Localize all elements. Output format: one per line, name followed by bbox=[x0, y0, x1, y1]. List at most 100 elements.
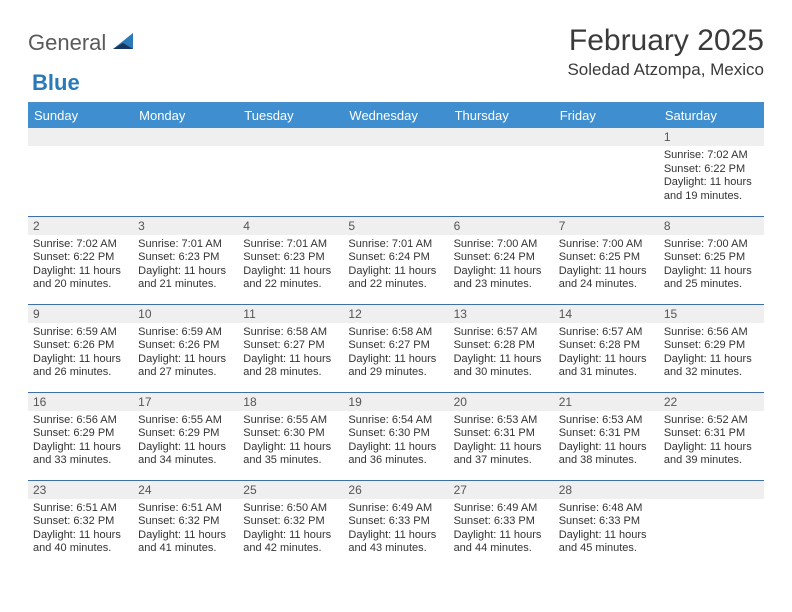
day-number: 17 bbox=[133, 393, 238, 411]
day-number: 15 bbox=[659, 305, 764, 323]
day-number: 14 bbox=[554, 305, 659, 323]
day-data: Sunrise: 6:59 AMSunset: 6:26 PMDaylight:… bbox=[28, 323, 133, 384]
weekday-header: Saturday bbox=[659, 104, 764, 128]
calendar-cell bbox=[659, 480, 764, 568]
brand-word-1: General bbox=[28, 30, 106, 56]
weekday-header: Wednesday bbox=[343, 104, 448, 128]
day-number bbox=[133, 128, 238, 146]
day-number: 18 bbox=[238, 393, 343, 411]
day-number: 23 bbox=[28, 481, 133, 499]
day-number: 1 bbox=[659, 128, 764, 146]
brand-sail-icon bbox=[111, 31, 137, 56]
day-number: 27 bbox=[449, 481, 554, 499]
calendar-cell bbox=[238, 128, 343, 216]
day-number: 22 bbox=[659, 393, 764, 411]
day-data: Sunrise: 6:59 AMSunset: 6:26 PMDaylight:… bbox=[133, 323, 238, 384]
weekday-header: Sunday bbox=[28, 104, 133, 128]
day-number: 2 bbox=[28, 217, 133, 235]
day-data: Sunrise: 6:58 AMSunset: 6:27 PMDaylight:… bbox=[343, 323, 448, 384]
calendar-cell: 28Sunrise: 6:48 AMSunset: 6:33 PMDayligh… bbox=[554, 480, 659, 568]
day-number: 13 bbox=[449, 305, 554, 323]
calendar-cell: 23Sunrise: 6:51 AMSunset: 6:32 PMDayligh… bbox=[28, 480, 133, 568]
day-number: 8 bbox=[659, 217, 764, 235]
day-number: 3 bbox=[133, 217, 238, 235]
calendar-cell: 27Sunrise: 6:49 AMSunset: 6:33 PMDayligh… bbox=[449, 480, 554, 568]
day-number bbox=[238, 128, 343, 146]
calendar-cell: 2Sunrise: 7:02 AMSunset: 6:22 PMDaylight… bbox=[28, 216, 133, 304]
day-number: 24 bbox=[133, 481, 238, 499]
calendar-cell: 19Sunrise: 6:54 AMSunset: 6:30 PMDayligh… bbox=[343, 392, 448, 480]
calendar-cell: 3Sunrise: 7:01 AMSunset: 6:23 PMDaylight… bbox=[133, 216, 238, 304]
day-number: 12 bbox=[343, 305, 448, 323]
calendar-cell bbox=[343, 128, 448, 216]
weekday-header: Tuesday bbox=[238, 104, 343, 128]
calendar-cell bbox=[28, 128, 133, 216]
calendar-head: SundayMondayTuesdayWednesdayThursdayFrid… bbox=[28, 104, 764, 128]
day-data: Sunrise: 6:56 AMSunset: 6:29 PMDaylight:… bbox=[28, 411, 133, 472]
calendar-cell: 24Sunrise: 6:51 AMSunset: 6:32 PMDayligh… bbox=[133, 480, 238, 568]
location: Soledad Atzompa, Mexico bbox=[567, 60, 764, 80]
day-number bbox=[343, 128, 448, 146]
day-number bbox=[449, 128, 554, 146]
day-data: Sunrise: 6:49 AMSunset: 6:33 PMDaylight:… bbox=[343, 499, 448, 560]
calendar-table: SundayMondayTuesdayWednesdayThursdayFrid… bbox=[28, 104, 764, 568]
day-data: Sunrise: 6:55 AMSunset: 6:29 PMDaylight:… bbox=[133, 411, 238, 472]
calendar-row: 9Sunrise: 6:59 AMSunset: 6:26 PMDaylight… bbox=[28, 304, 764, 392]
calendar-body: 1Sunrise: 7:02 AMSunset: 6:22 PMDaylight… bbox=[28, 128, 764, 568]
day-data: Sunrise: 6:57 AMSunset: 6:28 PMDaylight:… bbox=[554, 323, 659, 384]
calendar-cell: 22Sunrise: 6:52 AMSunset: 6:31 PMDayligh… bbox=[659, 392, 764, 480]
day-number bbox=[659, 481, 764, 499]
calendar-cell: 12Sunrise: 6:58 AMSunset: 6:27 PMDayligh… bbox=[343, 304, 448, 392]
day-data: Sunrise: 6:54 AMSunset: 6:30 PMDaylight:… bbox=[343, 411, 448, 472]
brand-word-2: Blue bbox=[32, 70, 80, 96]
day-number: 25 bbox=[238, 481, 343, 499]
day-number: 20 bbox=[449, 393, 554, 411]
calendar-cell: 4Sunrise: 7:01 AMSunset: 6:23 PMDaylight… bbox=[238, 216, 343, 304]
brand-logo: General bbox=[28, 24, 139, 56]
day-data: Sunrise: 7:02 AMSunset: 6:22 PMDaylight:… bbox=[659, 146, 764, 207]
calendar-row: 2Sunrise: 7:02 AMSunset: 6:22 PMDaylight… bbox=[28, 216, 764, 304]
day-number: 16 bbox=[28, 393, 133, 411]
day-data: Sunrise: 6:50 AMSunset: 6:32 PMDaylight:… bbox=[238, 499, 343, 560]
day-data: Sunrise: 7:02 AMSunset: 6:22 PMDaylight:… bbox=[28, 235, 133, 296]
calendar-cell: 14Sunrise: 6:57 AMSunset: 6:28 PMDayligh… bbox=[554, 304, 659, 392]
day-data: Sunrise: 6:58 AMSunset: 6:27 PMDaylight:… bbox=[238, 323, 343, 384]
day-data: Sunrise: 7:00 AMSunset: 6:25 PMDaylight:… bbox=[659, 235, 764, 296]
calendar-cell bbox=[554, 128, 659, 216]
day-number: 7 bbox=[554, 217, 659, 235]
calendar-cell: 15Sunrise: 6:56 AMSunset: 6:29 PMDayligh… bbox=[659, 304, 764, 392]
day-number: 5 bbox=[343, 217, 448, 235]
day-number: 26 bbox=[343, 481, 448, 499]
day-data: Sunrise: 6:49 AMSunset: 6:33 PMDaylight:… bbox=[449, 499, 554, 560]
calendar-cell: 17Sunrise: 6:55 AMSunset: 6:29 PMDayligh… bbox=[133, 392, 238, 480]
calendar-cell: 26Sunrise: 6:49 AMSunset: 6:33 PMDayligh… bbox=[343, 480, 448, 568]
day-data: Sunrise: 6:52 AMSunset: 6:31 PMDaylight:… bbox=[659, 411, 764, 472]
day-data: Sunrise: 6:56 AMSunset: 6:29 PMDaylight:… bbox=[659, 323, 764, 384]
day-data: Sunrise: 6:53 AMSunset: 6:31 PMDaylight:… bbox=[554, 411, 659, 472]
day-number: 19 bbox=[343, 393, 448, 411]
day-data: Sunrise: 7:00 AMSunset: 6:24 PMDaylight:… bbox=[449, 235, 554, 296]
day-data: Sunrise: 6:48 AMSunset: 6:33 PMDaylight:… bbox=[554, 499, 659, 560]
title-block: February 2025 Soledad Atzompa, Mexico bbox=[567, 24, 764, 80]
calendar-cell: 1Sunrise: 7:02 AMSunset: 6:22 PMDaylight… bbox=[659, 128, 764, 216]
weekday-row: SundayMondayTuesdayWednesdayThursdayFrid… bbox=[28, 104, 764, 128]
calendar-cell: 6Sunrise: 7:00 AMSunset: 6:24 PMDaylight… bbox=[449, 216, 554, 304]
day-data: Sunrise: 6:55 AMSunset: 6:30 PMDaylight:… bbox=[238, 411, 343, 472]
calendar-cell bbox=[133, 128, 238, 216]
day-number: 9 bbox=[28, 305, 133, 323]
day-data: Sunrise: 7:01 AMSunset: 6:23 PMDaylight:… bbox=[238, 235, 343, 296]
calendar-cell bbox=[449, 128, 554, 216]
calendar-row: 1Sunrise: 7:02 AMSunset: 6:22 PMDaylight… bbox=[28, 128, 764, 216]
calendar-cell: 11Sunrise: 6:58 AMSunset: 6:27 PMDayligh… bbox=[238, 304, 343, 392]
day-number: 6 bbox=[449, 217, 554, 235]
calendar-cell: 9Sunrise: 6:59 AMSunset: 6:26 PMDaylight… bbox=[28, 304, 133, 392]
day-data: Sunrise: 6:51 AMSunset: 6:32 PMDaylight:… bbox=[28, 499, 133, 560]
day-number bbox=[554, 128, 659, 146]
calendar-cell: 21Sunrise: 6:53 AMSunset: 6:31 PMDayligh… bbox=[554, 392, 659, 480]
weekday-header: Monday bbox=[133, 104, 238, 128]
day-number: 28 bbox=[554, 481, 659, 499]
day-data: Sunrise: 7:00 AMSunset: 6:25 PMDaylight:… bbox=[554, 235, 659, 296]
day-data: Sunrise: 7:01 AMSunset: 6:23 PMDaylight:… bbox=[133, 235, 238, 296]
calendar-row: 23Sunrise: 6:51 AMSunset: 6:32 PMDayligh… bbox=[28, 480, 764, 568]
day-number: 10 bbox=[133, 305, 238, 323]
